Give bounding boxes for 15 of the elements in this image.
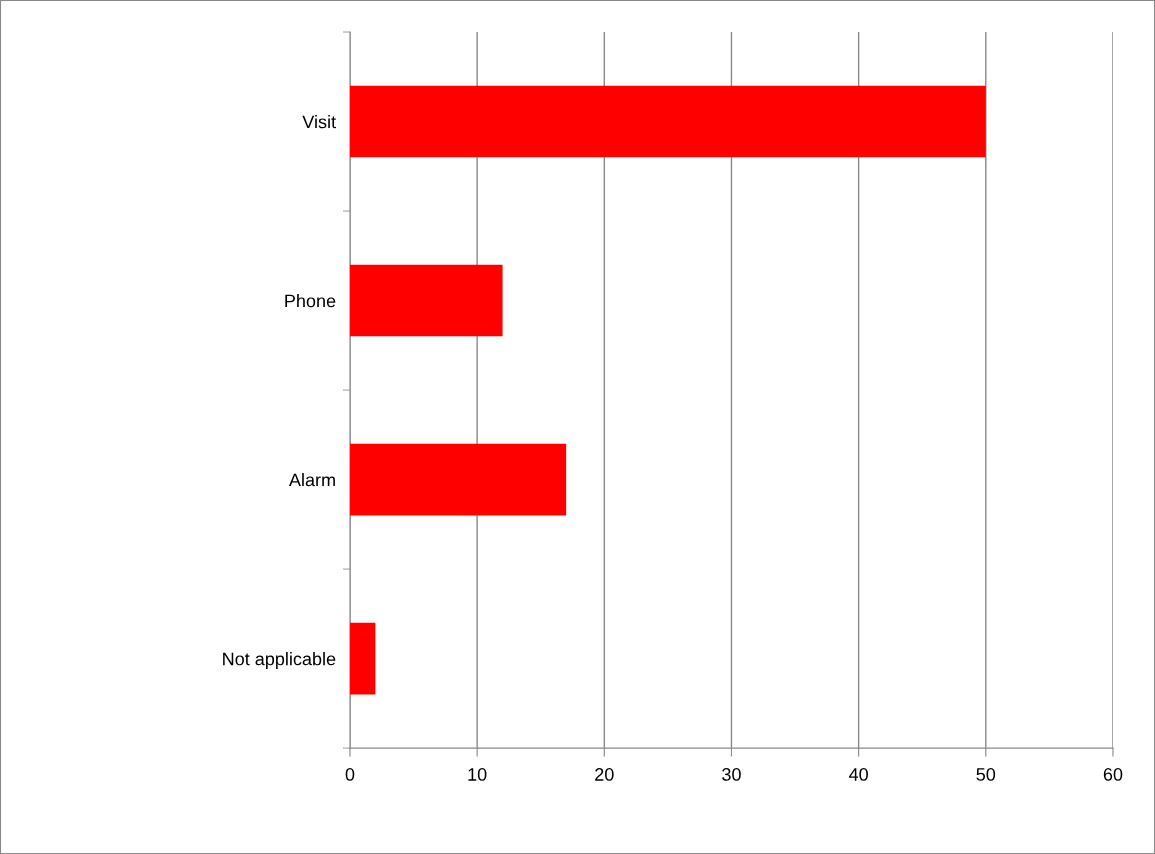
x-tick-label: 30 [722, 768, 741, 781]
bar [349, 622, 376, 695]
bar [349, 85, 986, 158]
x-tick-label: 60 [1103, 768, 1123, 781]
x-tick-label: 0 [345, 768, 355, 781]
x-tick-label: 40 [849, 768, 868, 781]
y-tick-label: Alarm [288, 473, 335, 487]
x-tick-label: 10 [468, 768, 487, 781]
bar [349, 264, 503, 337]
x-tick-label: 20 [595, 768, 614, 781]
bar [349, 443, 567, 516]
y-tick-label: Visit [302, 114, 336, 129]
y-tick-label: Not applicable [223, 652, 336, 669]
y-tick-label: Phone [285, 294, 336, 308]
x-tick-label: 50 [976, 768, 996, 781]
